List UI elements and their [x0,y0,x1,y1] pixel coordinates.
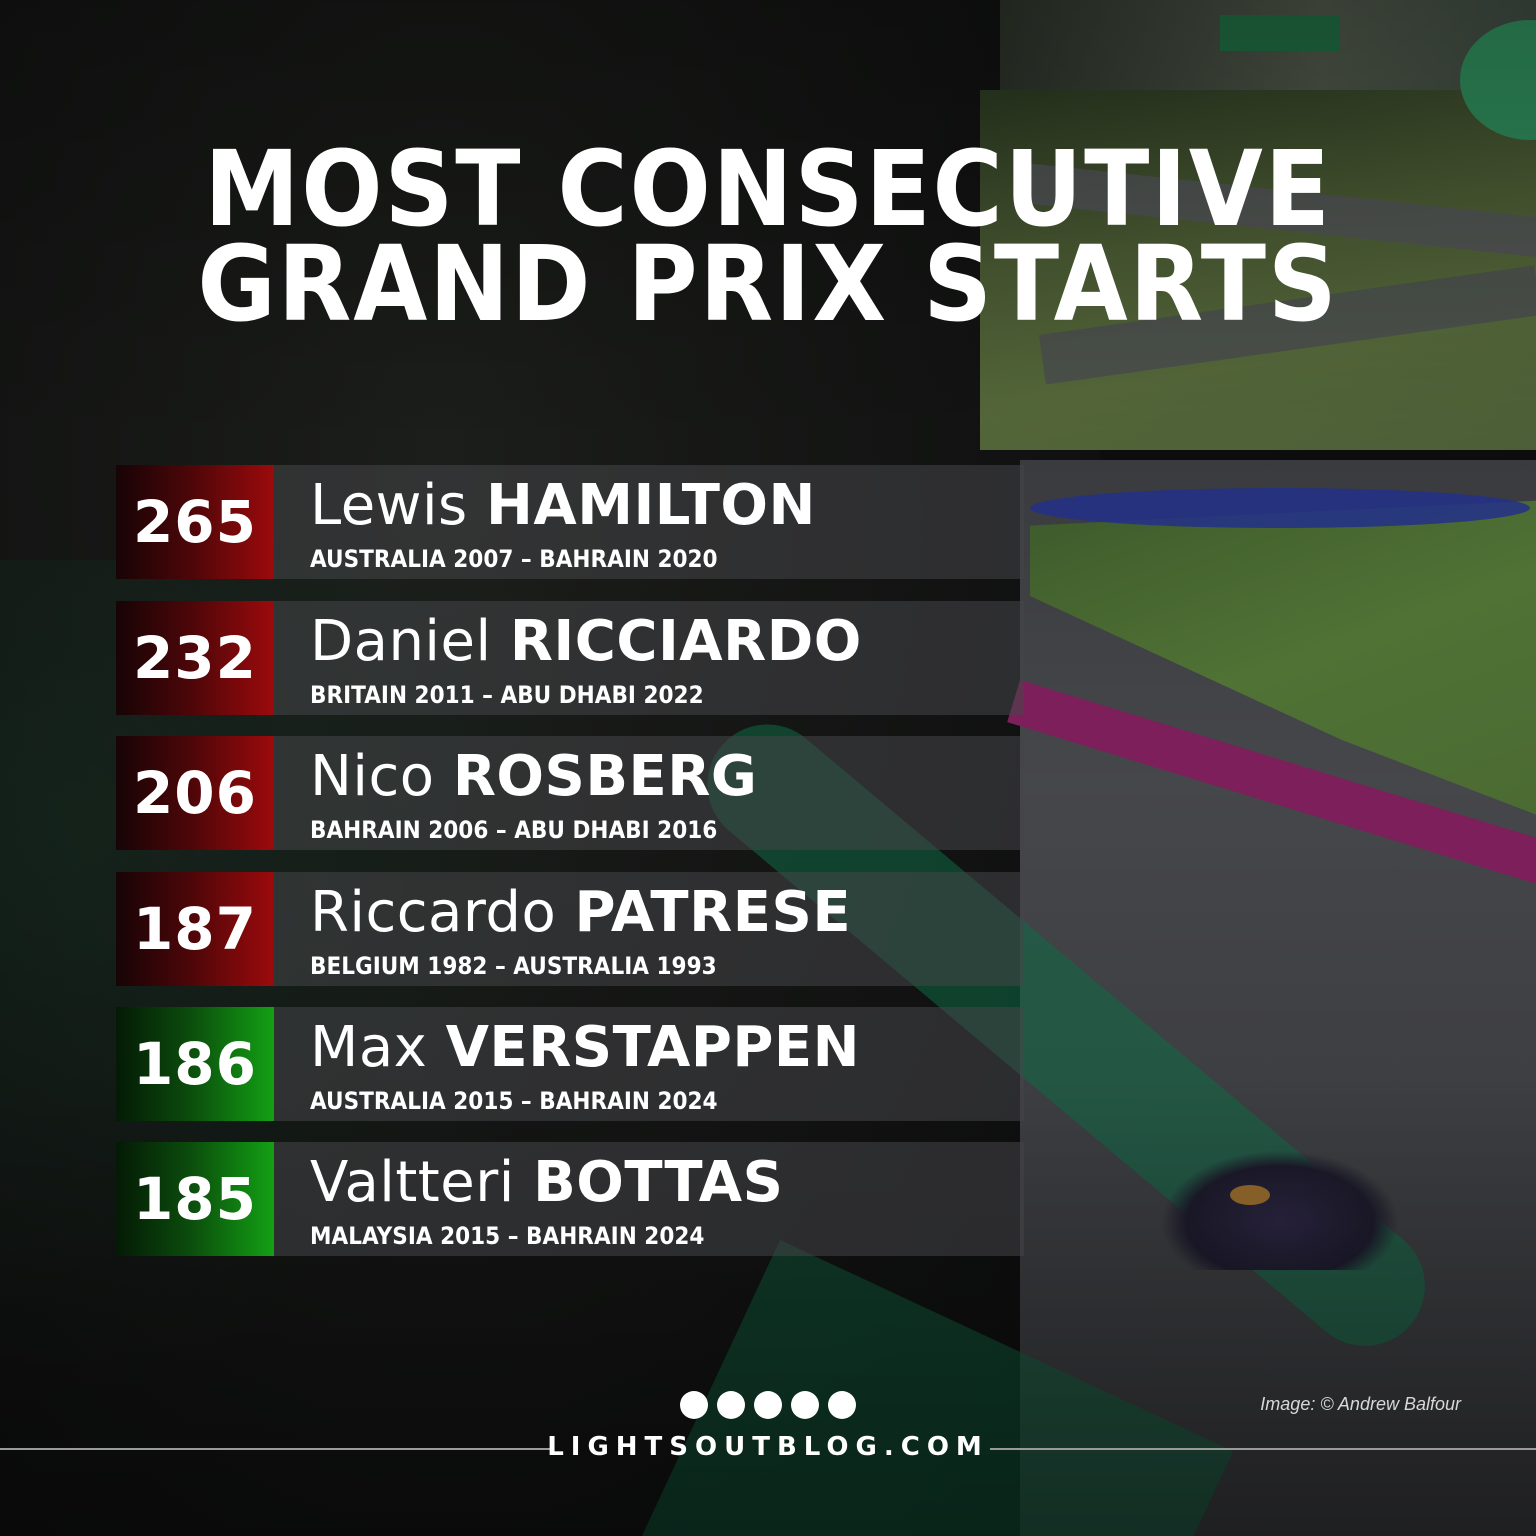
driver-first-name: Lewis [310,473,468,538]
driver-last-name: BOTTAS [533,1150,784,1215]
streak-range: MALAYSIA 2015 – BAHRAIN 2024 [310,1222,705,1250]
driver-last-name: HAMILTON [486,473,816,538]
footer-divider-right [990,1448,1536,1450]
starts-count-badge: 232 [116,601,274,715]
five-lights-icon [680,1391,856,1419]
page-title: MOST CONSECUTIVE GRAND PRIX STARTS [61,128,1474,345]
ranking-row: 206 Nico ROSBERG BAHRAIN 2006 – ABU DHAB… [116,736,1024,850]
driver-last-name: VERSTAPPEN [445,1015,861,1080]
driver-last-name: RICCIARDO [509,609,862,674]
row-panel [274,1007,1024,1121]
photo-credit: Image: © Andrew Balfour [1260,1394,1461,1414]
light-dot-icon [680,1391,708,1419]
background-race-car-livery [1230,1185,1270,1205]
driver-name: Daniel RICCIARDO [310,609,862,674]
driver-last-name: ROSBERG [452,744,758,809]
driver-first-name: Daniel [310,609,492,674]
footer-divider-left [0,1448,550,1450]
driver-name: Max VERSTAPPEN [310,1015,860,1080]
background-billboard [1220,15,1340,51]
row-panel [274,872,1024,986]
row-panel [274,736,1024,850]
driver-name: Riccardo PATRESE [310,880,851,945]
title-line-1: MOST CONSECUTIVE [204,128,1332,250]
title-line-2: GRAND PRIX STARTS [197,223,1339,345]
streak-range: AUSTRALIA 2015 – BAHRAIN 2024 [310,1087,718,1115]
driver-first-name: Nico [310,744,435,809]
row-panel [274,601,1024,715]
ranking-row: 265 Lewis HAMILTON AUSTRALIA 2007 – BAHR… [116,465,1024,579]
background-grass-top [980,90,1536,450]
streak-range: BELGIUM 1982 – AUSTRALIA 1993 [310,952,717,980]
background-race-car [1160,1150,1400,1270]
streak-range: BAHRAIN 2006 – ABU DHABI 2016 [310,816,718,844]
background-runoff-logo [1030,488,1530,528]
starts-count-badge: 187 [116,872,274,986]
ranking-row: 187 Riccardo PATRESE BELGIUM 1982 – AUST… [116,872,1024,986]
starts-count-badge: 185 [116,1142,274,1256]
light-dot-icon [717,1391,745,1419]
ranking-row: 232 Daniel RICCIARDO BRITAIN 2011 – ABU … [116,601,1024,715]
driver-name: Valtteri BOTTAS [310,1150,783,1215]
driver-name: Nico ROSBERG [310,744,757,809]
driver-name: Lewis HAMILTON [310,473,816,538]
streak-range: BRITAIN 2011 – ABU DHABI 2022 [310,681,704,709]
light-dot-icon [791,1391,819,1419]
driver-first-name: Valtteri [310,1150,515,1215]
light-dot-icon [754,1391,782,1419]
starts-count-badge: 206 [116,736,274,850]
starts-count-badge: 265 [116,465,274,579]
streak-range: AUSTRALIA 2007 – BAHRAIN 2020 [310,545,718,573]
brand-wordmark: LIGHTSOUTBLOG.COM [547,1432,989,1462]
driver-first-name: Max [310,1015,428,1080]
driver-first-name: Riccardo [310,880,557,945]
ranking-row: 186 Max VERSTAPPEN AUSTRALIA 2015 – BAHR… [116,1007,1024,1121]
row-panel [274,1142,1024,1256]
light-dot-icon [828,1391,856,1419]
row-panel [274,465,1024,579]
ranking-row: 185 Valtteri BOTTAS MALAYSIA 2015 – BAHR… [116,1142,1024,1256]
driver-last-name: PATRESE [574,880,852,945]
starts-count-badge: 186 [116,1007,274,1121]
